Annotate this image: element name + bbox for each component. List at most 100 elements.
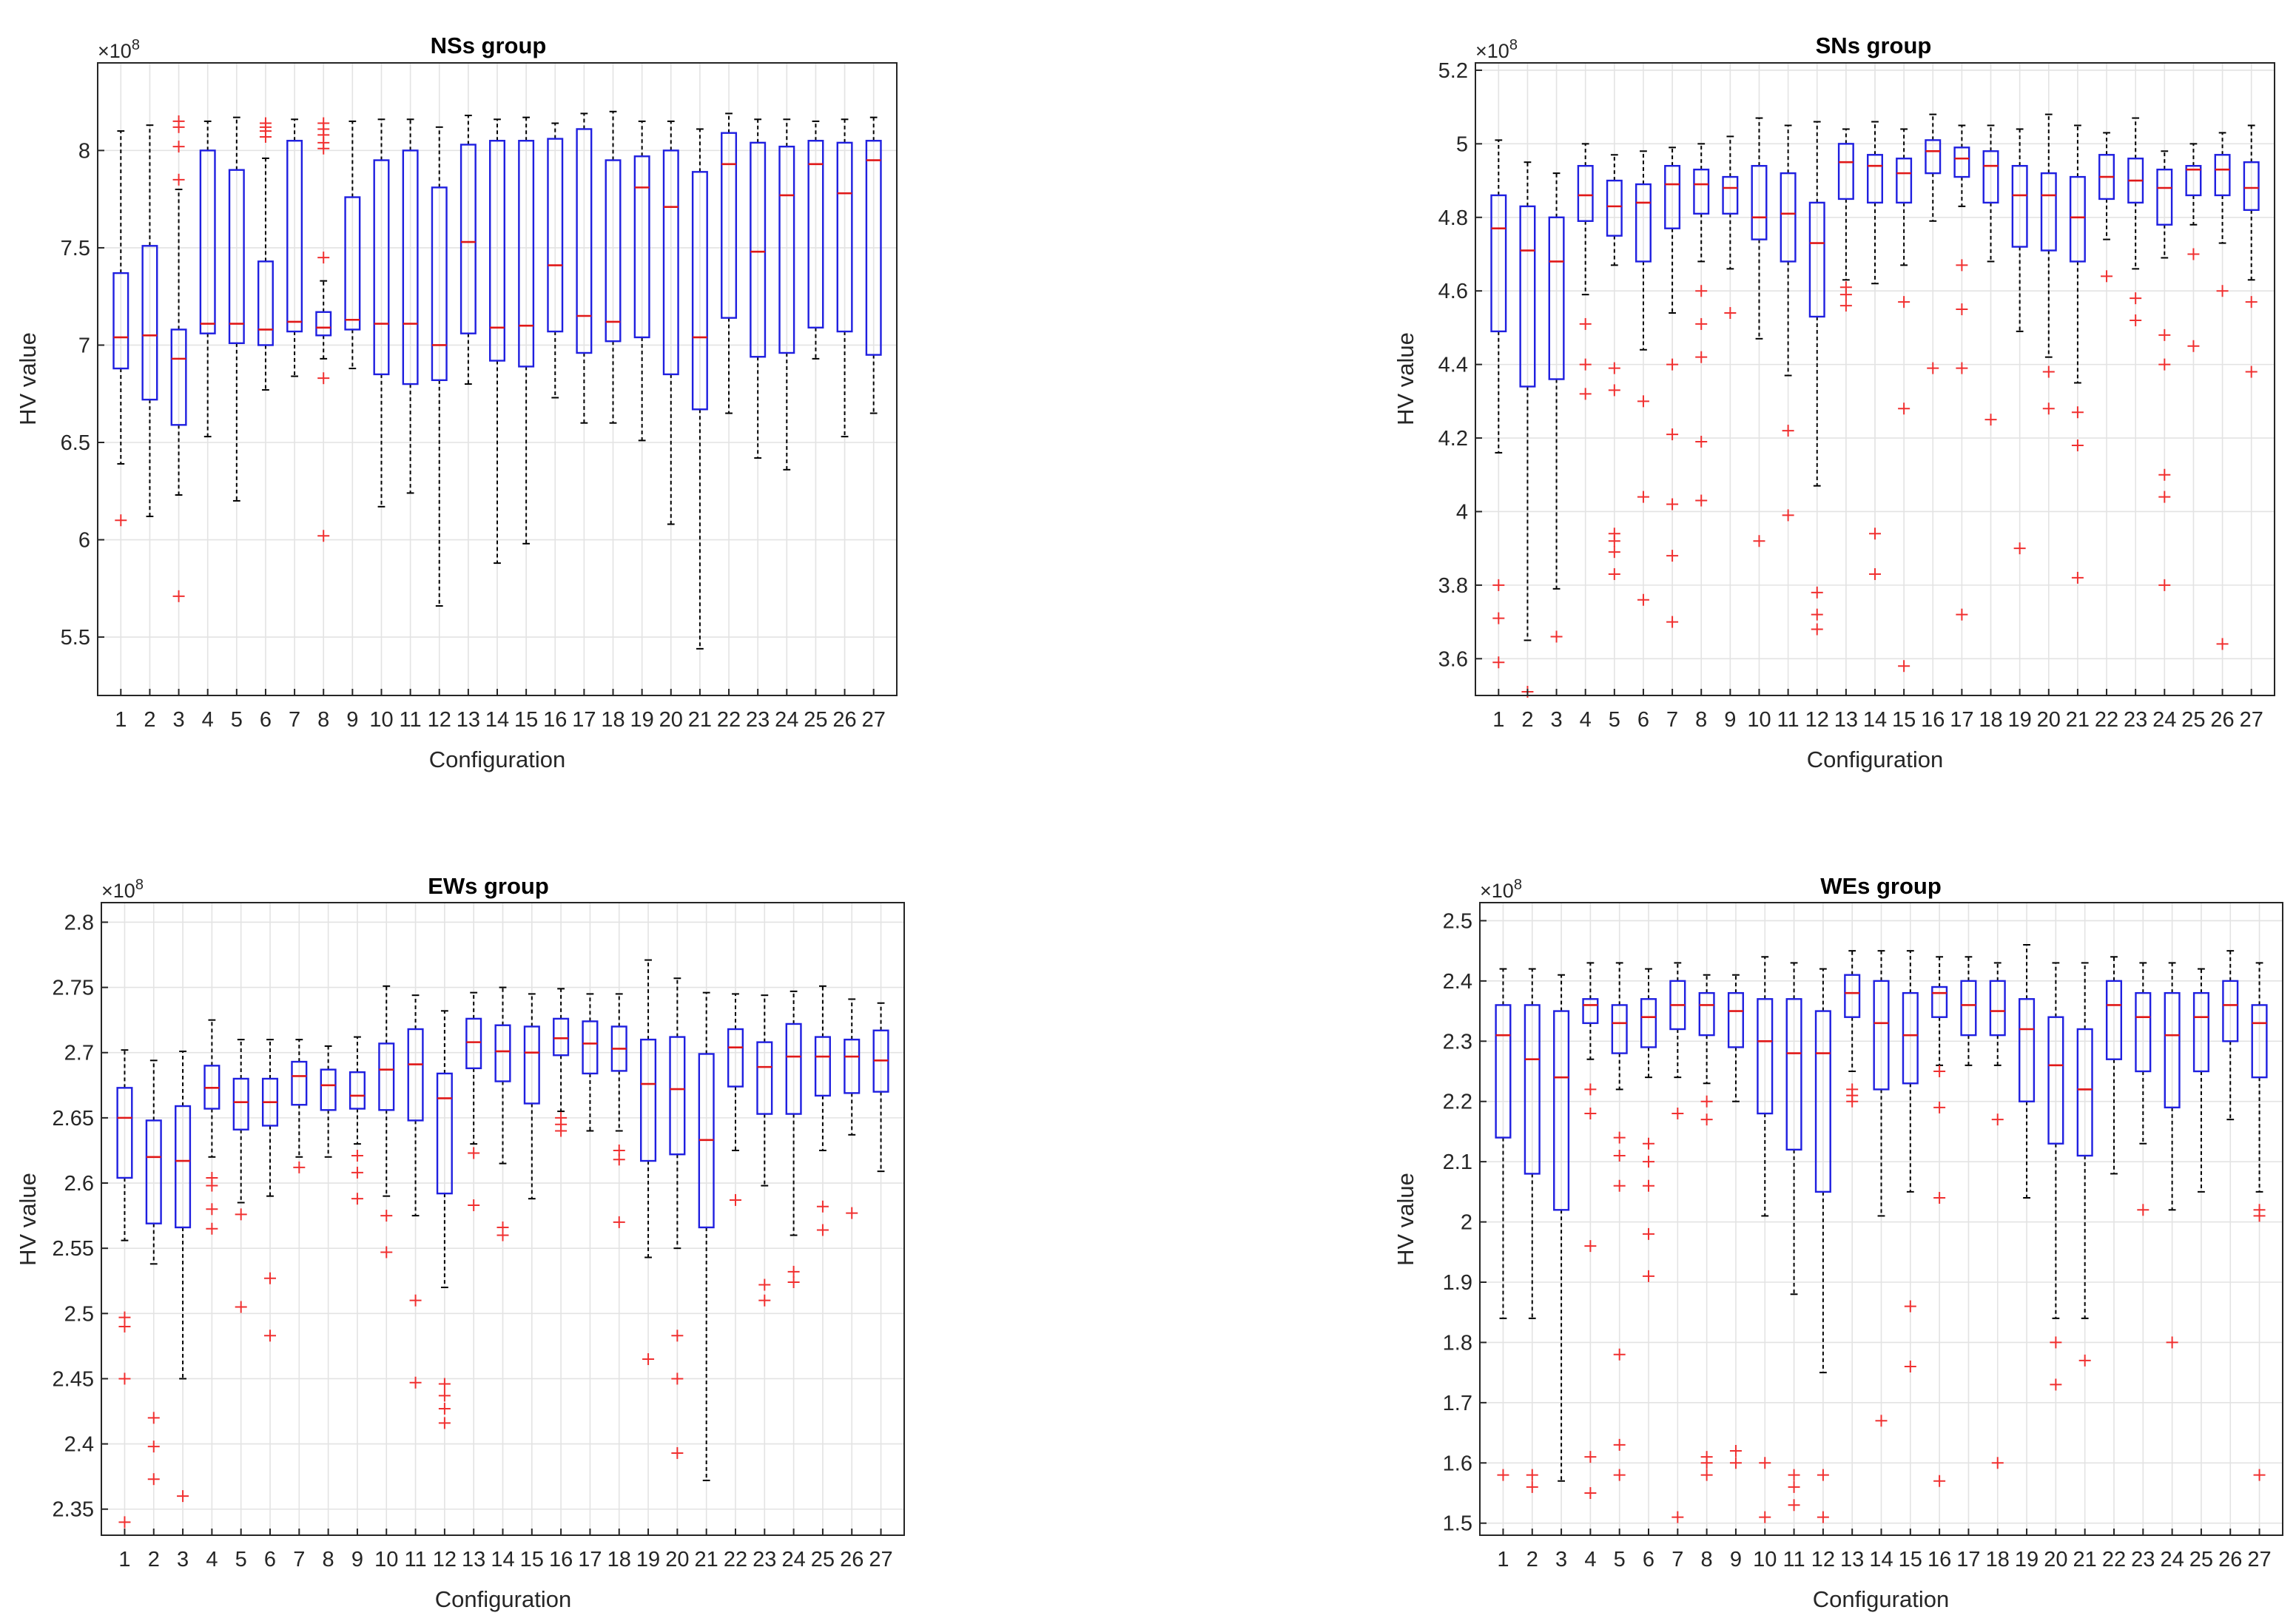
box-iqr (175, 1105, 192, 1229)
box-config-14 (494, 986, 511, 1241)
outlier-marker (1788, 1499, 1800, 1512)
outlier-marker (1956, 259, 1968, 272)
box-iqr (605, 159, 622, 343)
box-iqr (286, 140, 303, 333)
box-iqr (2222, 980, 2239, 1042)
x-tick-label: 3 (1555, 1548, 1567, 1571)
box-config-20 (669, 977, 686, 1459)
outlier-marker (787, 1276, 800, 1288)
box-iqr (756, 1041, 773, 1115)
outlier-marker (1666, 616, 1679, 628)
box-config-21 (2076, 962, 2093, 1367)
y-tick-label: 6.5 (61, 431, 90, 455)
y-tick-label: 2.35 (53, 1498, 94, 1522)
y-tick-label: 1.5 (1443, 1512, 1472, 1536)
y-tick-label: 2.5 (64, 1302, 94, 1326)
outlier-marker (206, 1171, 218, 1184)
outlier-marker (1492, 656, 1505, 669)
x-tick-label: 26 (2210, 708, 2234, 732)
box-config-4 (203, 1019, 220, 1235)
box-iqr (1844, 974, 1861, 1018)
y-tick-label: 4.8 (1438, 206, 1468, 230)
outlier-marker (438, 1389, 451, 1402)
box-config-26 (836, 118, 853, 438)
y-tick-label: 2.3 (1443, 1030, 1472, 1054)
outlier-marker (2187, 248, 2200, 260)
outlier-marker (1695, 285, 1708, 297)
x-tick-label: 27 (869, 1548, 892, 1571)
outlier-marker (1984, 414, 1997, 426)
box-config-23 (750, 118, 767, 459)
box-iqr (518, 140, 535, 368)
box-layer (1495, 944, 2268, 1523)
box-layer (116, 959, 889, 1529)
box-iqr (640, 1038, 657, 1162)
box-config-16 (553, 988, 570, 1137)
x-tick-label: 22 (2102, 1548, 2126, 1571)
x-tick-label: 1 (1497, 1548, 1509, 1571)
box-iqr (402, 149, 419, 385)
box-config-5 (1606, 154, 1623, 580)
box-config-4 (1577, 143, 1594, 400)
outlier-marker (172, 115, 185, 127)
x-tick-label: 24 (781, 1548, 805, 1571)
plot-nss-group: NSs group 5.566.577.581 2 3 4 5 6 7 8 9 10 11 12 13 1… (15, 33, 898, 772)
outlier-marker (2130, 292, 2142, 305)
x-tick-label: 6 (264, 1548, 276, 1571)
box-config-25 (807, 120, 824, 360)
x-tick-label: 1 (115, 708, 127, 732)
x-tick-label: 9 (1730, 1548, 1742, 1571)
box-iqr (1698, 991, 1715, 1037)
x-tick-label: 10 (374, 1548, 398, 1571)
x-tick-label: 15 (1899, 1548, 1922, 1571)
x-tick-label: 23 (2131, 1548, 2155, 1571)
box-config-6 (257, 117, 274, 391)
box-iqr (2076, 1028, 2093, 1157)
x-tick-label: 7 (289, 708, 300, 732)
box-iqr (1635, 183, 1652, 263)
exponent-power: 8 (135, 877, 144, 893)
outlier-marker (351, 1193, 363, 1205)
box-config-16 (547, 122, 564, 399)
box-config-9 (344, 120, 361, 370)
outlier-marker (1875, 1415, 1888, 1427)
outlier-marker (2245, 296, 2258, 309)
x-tick-label: 3 (177, 1548, 189, 1571)
y-tick-label: 6 (78, 529, 90, 553)
box-config-27 (872, 1002, 889, 1173)
outlier-marker (317, 530, 330, 542)
box-config-10 (373, 118, 390, 508)
box-config-10 (378, 985, 395, 1259)
box-iqr (315, 311, 332, 337)
x-tick-label: 18 (1986, 1548, 2010, 1571)
outlier-marker (2253, 1204, 2266, 1216)
box-iqr (1751, 164, 1768, 240)
box-config-10 (1757, 956, 1774, 1523)
outlier-marker (1817, 1469, 1829, 1481)
outlier-marker (1608, 567, 1620, 580)
outlier-marker (2158, 468, 2171, 481)
y-tick-label: 2.8 (64, 911, 94, 934)
outlier-marker (1643, 1156, 1655, 1168)
box-iqr (1873, 980, 1890, 1091)
box-config-24 (785, 990, 802, 1288)
box-iqr (1785, 998, 1802, 1151)
box-iqr (1808, 201, 1825, 318)
outlier-marker (1904, 1361, 1916, 1372)
box-config-20 (2047, 962, 2064, 1391)
outlier-marker (172, 173, 185, 186)
outlier-marker (317, 372, 330, 385)
x-tick-label: 8 (317, 708, 329, 732)
outlier-marker (147, 1473, 160, 1486)
outlier-marker (1526, 1480, 1538, 1493)
outlier-marker (1904, 1300, 1916, 1313)
x-tick-label: 24 (2160, 1548, 2184, 1571)
outlier-marker (758, 1294, 771, 1307)
outlier-marker (147, 1441, 160, 1453)
box-iqr (1606, 179, 1623, 237)
box-iqr (2105, 980, 2123, 1060)
tick-layer: 5.566.577.581 2 3 4 5 6 7 8 9 10 11 12 13 14 15 16 17 18 1… (61, 139, 886, 732)
outlier-marker (468, 1199, 480, 1211)
box-config-21 (698, 991, 715, 1481)
outlier-marker (1782, 509, 1794, 522)
